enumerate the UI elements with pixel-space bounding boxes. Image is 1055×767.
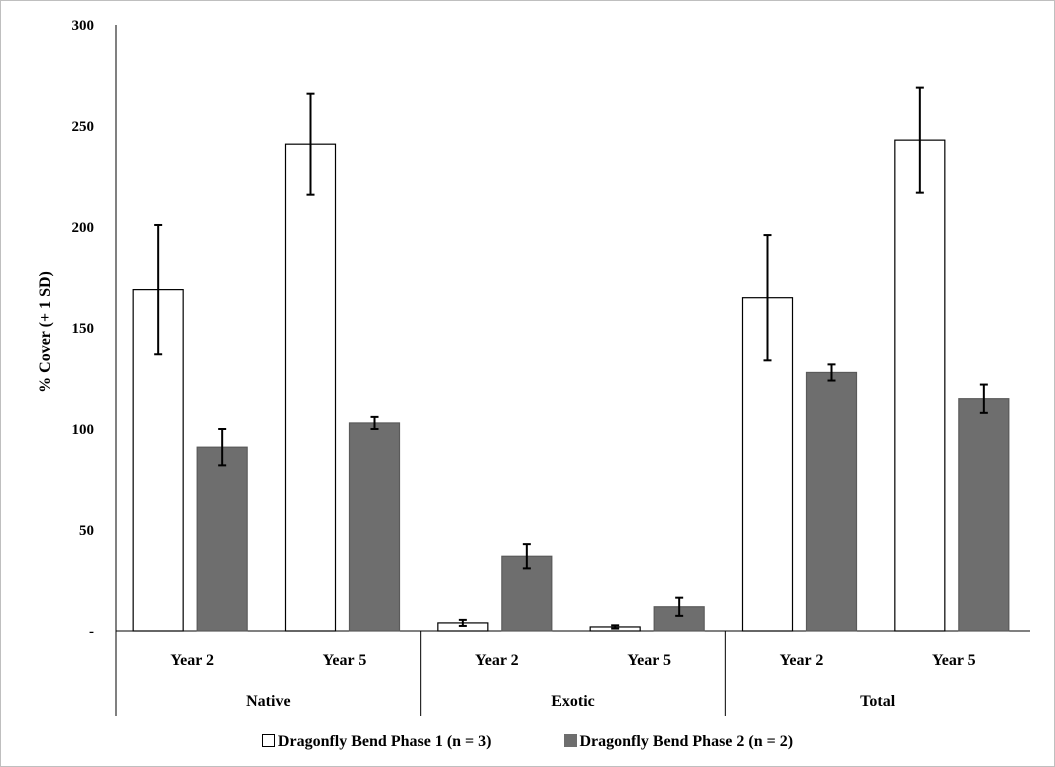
bar-series-2: [958, 398, 1010, 632]
bar-series-1: [284, 143, 337, 632]
legend-label-phase-1: Dragonfly Bend Phase 1 (n = 3): [277, 733, 492, 750]
bar-series-2: [805, 371, 858, 632]
legend: Dragonfly Bend Phase 1 (n = 3) Dragonfly…: [0, 733, 1055, 751]
category-label: Year 2: [475, 652, 519, 669]
legend-swatch-phase-2: [563, 734, 577, 747]
category-label: Year 5: [323, 652, 367, 669]
category-label: Year 5: [627, 652, 671, 669]
bar-series-2: [348, 422, 401, 632]
y-tick-label: 300: [72, 18, 95, 34]
legend-label-phase-2: Dragonfly Bend Phase 2 (n = 2): [579, 733, 794, 750]
error-bars: [154, 86, 988, 630]
legend-item-phase-1: Dragonfly Bend Phase 1 (n = 3): [261, 733, 492, 751]
group-label: Native: [246, 693, 290, 710]
group-label: Exotic: [551, 693, 595, 710]
axis-labels: - 50 100 150 200 250 300 Native Year 2 Year 5 Exot…: [72, 18, 976, 710]
y-axis-label: % Cover (+ 1 SD): [37, 271, 54, 393]
y-tick-label: 50: [79, 523, 94, 539]
bar-series-2: [196, 446, 248, 632]
y-tick-label: 150: [72, 321, 95, 337]
y-tick-label: 250: [72, 119, 95, 135]
bar-series-1: [894, 139, 946, 632]
y-tick-label: -: [89, 624, 94, 640]
axes: [115, 25, 1030, 716]
category-label: Year 2: [170, 652, 214, 669]
category-label: Year 5: [932, 652, 976, 669]
legend-item-phase-2: Dragonfly Bend Phase 2 (n = 2): [563, 733, 794, 751]
y-tick-label: 200: [72, 220, 95, 236]
bar-series-1: [741, 297, 794, 632]
bars: [132, 139, 1010, 632]
group-label: Total: [860, 693, 896, 710]
legend-swatch-phase-1: [261, 734, 275, 747]
y-tick-label: 100: [72, 422, 95, 438]
category-label: Year 2: [780, 652, 824, 669]
